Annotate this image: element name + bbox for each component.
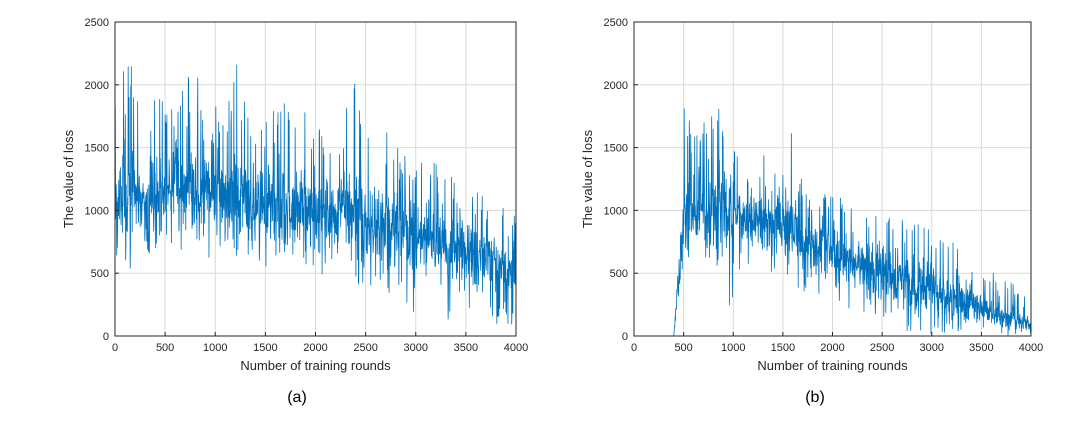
x-tick-label: 3000 (920, 342, 944, 354)
x-tick-label: 3000 (404, 342, 428, 354)
x-tick-label: 3500 (969, 342, 993, 354)
panel-caption: (b) (805, 389, 825, 406)
x-tick-label: 2000 (303, 342, 327, 354)
y-tick-label: 1500 (85, 143, 109, 155)
x-tick-label: 1500 (253, 342, 277, 354)
x-axis-label: Number of training rounds (757, 358, 908, 373)
x-tick-label: 4000 (1019, 342, 1043, 354)
loss-series-line (114, 64, 517, 325)
x-tick-label: 500 (674, 342, 692, 354)
y-axis-label: The value of loss (61, 129, 76, 228)
y-tick-label: 0 (103, 331, 109, 343)
x-tick-label: 2000 (820, 342, 844, 354)
x-tick-label: 1000 (721, 342, 745, 354)
x-tick-label: 1000 (203, 342, 227, 354)
y-tick-label: 1000 (85, 205, 109, 217)
y-tick-label: 500 (610, 268, 628, 280)
y-tick-label: 1000 (604, 205, 628, 217)
y-tick-label: 2000 (85, 80, 109, 92)
y-tick-label: 2000 (604, 80, 628, 92)
chart-panel-a: 0 500 1000 1500 2000 2500 3000 3500 4000 0 500 1000… (61, 17, 528, 406)
loss-series-line (633, 108, 1032, 337)
x-tick-label: 3500 (454, 342, 478, 354)
x-tick-label: 500 (156, 342, 174, 354)
y-tick-label: 2500 (604, 17, 628, 29)
x-axis-label: Number of training rounds (240, 358, 391, 373)
x-tick-label: 0 (631, 342, 637, 354)
x-tick-label: 4000 (504, 342, 528, 354)
y-tick-label: 500 (91, 268, 109, 280)
y-tick-label: 2500 (85, 17, 109, 29)
x-tick-label: 2500 (870, 342, 894, 354)
x-tick-label: 0 (112, 342, 118, 354)
y-axis-label: The value of loss (580, 129, 595, 228)
panel-caption: (a) (287, 389, 307, 406)
chart-panel-b: 0 500 1000 1500 2000 2500 3000 3500 4000 0 500 1000… (580, 17, 1043, 406)
y-tick-label: 1500 (604, 143, 628, 155)
x-tick-label: 1500 (771, 342, 795, 354)
x-tick-label: 2500 (353, 342, 377, 354)
y-tick-label: 0 (622, 331, 628, 343)
